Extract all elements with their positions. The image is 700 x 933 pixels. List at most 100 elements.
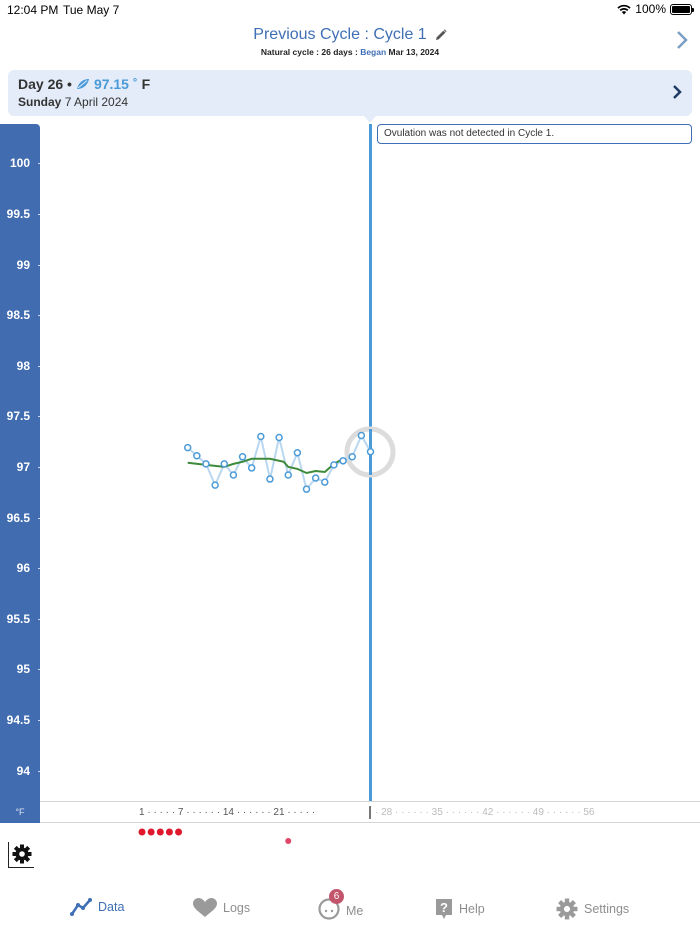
baby-face-icon-wrap: 6 [318,889,344,923]
selected-day-card[interactable]: Day 26 • 97.15 ˚ F Sunday 7 April 2024 [8,70,692,116]
heart-icon [193,898,217,917]
cycle-title[interactable]: Previous Cycle : Cycle 1 [253,26,447,44]
cycle-title-text: Previous Cycle : Cycle 1 [253,26,427,43]
tab-logs[interactable]: Logs [193,898,250,918]
status-time: 12:04 PM [7,3,59,17]
temperature-point [330,461,338,469]
y-label: 94.5 [6,713,30,727]
date-text: 7 April 2024 [64,95,129,109]
cycle-length: 26 days [321,47,353,57]
period-dot [138,828,146,836]
tab-bar: Data Logs 6 Me ? Help Settings [0,889,700,933]
tab-label: Data [98,900,125,914]
temperature-point [183,443,192,452]
tab-label: Help [459,902,485,916]
began-label: Began [360,47,387,57]
ovulation-note: Ovulation was not detected in Cycle 1. [377,124,692,144]
temperature-point [220,460,229,468]
marker-dots [285,838,292,844]
x-axis-future-days: · 28 · · · · · · 35 · · · · · · 42 · · ·… [375,807,595,818]
gear-icon [12,844,32,864]
cycle-header: Previous Cycle : Cycle 1 Natural cycle :… [0,26,700,57]
temperature-point [202,460,210,468]
chevron-right-icon [677,31,688,49]
notification-badge: 6 [329,889,344,904]
temperature-point [275,433,283,442]
period-dots [138,828,183,836]
trend-line [187,457,344,475]
temperature-point [211,481,219,489]
status-indicators: 100% [617,2,694,16]
y-label: 95.5 [6,612,30,626]
marker-dot [285,838,292,844]
tab-data[interactable]: Data [70,898,124,916]
cycle-subtitle: Natural cycle : 26 days : Began Mar 13, … [0,47,700,57]
y-label: 99 [16,258,30,272]
day-card-pointer [364,116,376,123]
y-label: 95 [16,662,30,676]
gear-icon [556,898,578,920]
temperature-point [284,471,292,479]
period-dot [165,828,173,836]
next-cycle-button[interactable] [676,30,688,55]
pencil-icon[interactable] [435,29,447,41]
y-label: 100 [9,156,30,170]
y-label: 97 [16,460,30,474]
x-axis-past-days: 1 · · · · · 7 · · · · · · 14 · · · · · ·… [139,807,316,818]
x-axis[interactable]: 1 · · · · · 7 · · · · · · 14 · · · · · ·… [40,801,700,823]
temperature-point [348,453,356,461]
y-label: 94 [16,764,30,778]
chart-line-icon [70,898,92,916]
temperature-point [339,457,347,465]
tab-settings[interactable]: Settings [556,898,629,920]
began-date: Mar 13, 2024 [388,47,440,57]
selected-day-ring [344,426,396,478]
chevron-right-icon [673,85,682,99]
temperature-point [321,478,329,486]
weekday: Sunday [18,95,62,109]
battery-icon [670,3,694,15]
status-bar: 12:04 PM Tue May 7 100% [0,0,700,20]
temperature-points [183,431,375,493]
tab-label: Me [346,903,364,918]
cycle-type: Natural cycle [260,47,314,57]
day-detail-button[interactable] [672,84,682,105]
day-summary: Day 26 • 97.15 ˚ F [18,76,150,92]
y-axis: 100 99.5 99 98.5 98 97.5 97 96.5 96 95.5… [0,124,40,802]
temperature-point [311,474,320,482]
temperature-unit: F [141,76,151,92]
tab-label: Settings [584,902,630,916]
day-number: Day 26 • [18,76,72,92]
y-label: 99.5 [6,207,30,221]
separator: : [316,47,320,57]
temperature-point [293,448,302,457]
tab-me[interactable]: 6 Me [318,889,364,923]
temperature-point [247,464,256,472]
tab-label: Logs [223,901,251,915]
temperature-point [257,432,265,441]
thermometer-icon [76,79,89,89]
chart-settings-button[interactable] [8,842,34,868]
temperature-point [357,431,366,440]
day-date: Sunday 7 April 2024 [18,95,128,109]
period-dot [175,828,183,836]
degree-symbol: ˚ [132,76,138,92]
tab-help[interactable]: ? Help [435,898,485,920]
temperature-point [238,453,247,461]
y-label: 98 [16,359,30,373]
period-dot [156,828,164,836]
temperature-point [302,485,311,493]
y-label: 96 [16,561,30,575]
temperature-point [266,475,274,483]
period-dot [147,828,155,836]
temperature-point [229,471,238,479]
unit-label[interactable]: °F [0,802,40,823]
y-label: 96.5 [6,511,30,525]
separator: : [354,47,358,57]
y-label: 97.5 [6,409,30,423]
day-temperature: 97.15 [93,76,129,92]
today-marker [369,806,371,819]
battery-percent: 100% [635,2,666,16]
temperature-point [193,452,201,460]
status-date: Tue May 7 [63,3,120,17]
